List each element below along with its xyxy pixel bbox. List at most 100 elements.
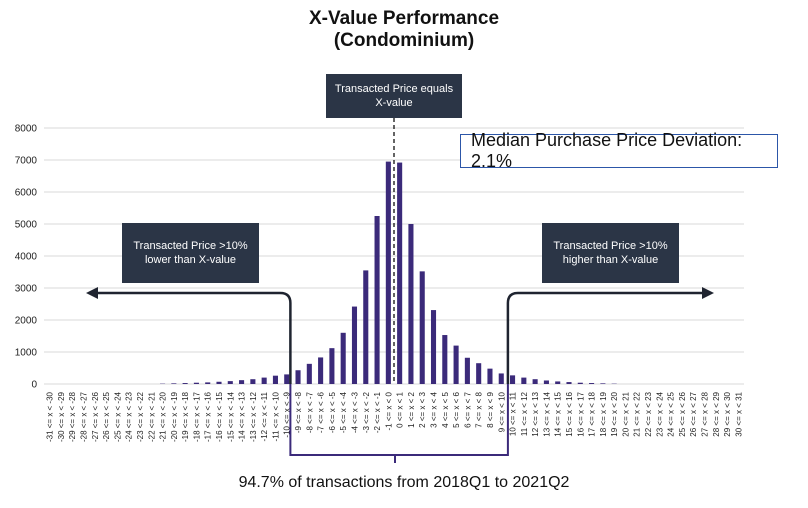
x-tick-label: 29 <= x < 30 bbox=[723, 391, 732, 436]
x-tick-label: 17 <= x < 18 bbox=[588, 391, 597, 436]
right-arrow bbox=[506, 291, 704, 384]
x-tick-label: -4 <= x < -3 bbox=[350, 391, 359, 433]
x-tick-label: 27 <= x < 28 bbox=[700, 391, 709, 436]
bar bbox=[205, 382, 211, 384]
x-tick-label: -24 <= x < -23 bbox=[125, 391, 134, 442]
x-tick-label: 26 <= x < 27 bbox=[689, 391, 698, 436]
bar bbox=[589, 383, 595, 384]
bar bbox=[408, 224, 414, 384]
x-tick-label: -9 <= x < -8 bbox=[294, 391, 303, 433]
x-tick-label: -26 <= x < -25 bbox=[102, 391, 111, 442]
x-tick-label: -29 <= x < -28 bbox=[68, 391, 77, 442]
left-arrow bbox=[96, 291, 292, 384]
x-tick-label: -23 <= x < -22 bbox=[136, 391, 145, 442]
bar bbox=[374, 216, 380, 384]
x-tick-label: 16 <= x < 17 bbox=[576, 391, 585, 436]
bar bbox=[239, 380, 245, 384]
y-tick-label: 6000 bbox=[15, 188, 38, 199]
x-tick-label: 2 <= x < 3 bbox=[418, 391, 427, 427]
x-tick-label: 19 <= x < 20 bbox=[610, 391, 619, 436]
bar bbox=[227, 381, 233, 384]
x-tick-label: 30 <= x < 31 bbox=[734, 391, 743, 436]
y-tick-label: 0 bbox=[31, 380, 37, 391]
x-tick-label: -2 <= x < -1 bbox=[373, 391, 382, 433]
x-tick-label: -14 <= x < -13 bbox=[238, 391, 247, 442]
bar bbox=[351, 306, 358, 384]
bar bbox=[363, 270, 369, 384]
chart-title-line2: (Condominium) bbox=[333, 30, 475, 51]
x-tick-label: -17 <= x < -16 bbox=[204, 391, 213, 442]
x-tick-label: 21 <= x < 22 bbox=[633, 391, 642, 436]
x-tick-label: 25 <= x < 26 bbox=[678, 391, 687, 436]
x-tick-label: 13 <= x < 14 bbox=[542, 391, 551, 436]
x-tick-label: -20 <= x < -19 bbox=[170, 391, 179, 442]
x-tick-label: 11 <= x < 12 bbox=[520, 391, 529, 436]
y-tick-label: 8000 bbox=[15, 124, 38, 135]
x-tick-label: 4 <= x < 5 bbox=[441, 391, 450, 427]
bar bbox=[532, 379, 538, 384]
bar bbox=[306, 363, 312, 384]
bar bbox=[171, 383, 177, 384]
x-tick-label: 15 <= x < 16 bbox=[565, 391, 574, 436]
x-tick-label: 12 <= x < 13 bbox=[531, 391, 540, 436]
x-tick-label: -31 <= x < -30 bbox=[46, 391, 55, 442]
bar bbox=[340, 332, 346, 384]
x-tick-label: -18 <= x < -17 bbox=[192, 391, 201, 442]
x-tick-label: 22 <= x < 23 bbox=[644, 391, 653, 436]
bar bbox=[498, 373, 504, 384]
y-tick-label: 5000 bbox=[15, 220, 38, 231]
bar bbox=[476, 363, 482, 384]
bar bbox=[521, 377, 527, 384]
x-tick-label: 10 <= x < 11 bbox=[509, 391, 518, 436]
x-axis-ticks: -31 <= x < -30 -30 <= x < -29 -29 <= x < -… bbox=[46, 391, 744, 442]
bar bbox=[385, 161, 391, 384]
bar bbox=[182, 383, 188, 384]
x-tick-label: 8 <= x < 9 bbox=[486, 391, 495, 427]
y-axis-ticks: 0 1000 2000 3000 4000 5000 6000 7000 8000 bbox=[15, 124, 38, 391]
bar bbox=[510, 375, 516, 384]
bars bbox=[160, 161, 617, 384]
bar bbox=[216, 381, 222, 384]
callout-lower: Transacted Price >10% lower than X-value bbox=[122, 223, 259, 283]
bar bbox=[555, 381, 561, 384]
left-arrowhead bbox=[86, 287, 98, 299]
x-tick-label: -30 <= x < -29 bbox=[57, 391, 66, 442]
x-tick-label: 24 <= x < 25 bbox=[667, 391, 676, 436]
bar bbox=[397, 162, 403, 384]
bar bbox=[442, 335, 448, 384]
bar bbox=[600, 383, 606, 384]
range-bracket bbox=[289, 384, 509, 456]
x-tick-label: 23 <= x < 24 bbox=[655, 391, 664, 436]
x-tick-label: -3 <= x < -2 bbox=[362, 391, 371, 433]
chart-title-line1: X-Value Performance bbox=[308, 8, 500, 29]
x-tick-label: 14 <= x < 15 bbox=[554, 391, 563, 436]
y-tick-label: 1000 bbox=[15, 348, 38, 359]
x-tick-label: -10 <= x < -9 bbox=[283, 391, 292, 437]
x-tick-label: 18 <= x < 19 bbox=[599, 391, 608, 436]
bar bbox=[272, 375, 278, 384]
bar bbox=[543, 380, 549, 384]
x-tick-label: 6 <= x < 7 bbox=[463, 391, 472, 427]
footer-note: 94.7% of transactions from 2018Q1 to 202… bbox=[238, 474, 570, 491]
x-tick-label: -12 <= x < -11 bbox=[260, 391, 269, 441]
x-tick-label: 5 <= x < 6 bbox=[452, 391, 461, 427]
y-tick-label: 4000 bbox=[15, 252, 38, 263]
x-tick-label: 28 <= x < 29 bbox=[712, 391, 721, 436]
bar bbox=[295, 370, 301, 384]
bar bbox=[453, 345, 459, 384]
callout-higher: Transacted Price >10% higher than X-valu… bbox=[542, 223, 679, 283]
x-tick-label: -7 <= x < -6 bbox=[317, 391, 326, 433]
x-tick-label: -19 <= x < -18 bbox=[181, 391, 190, 442]
bar bbox=[261, 377, 267, 384]
x-tick-label: -6 <= x < -5 bbox=[328, 391, 337, 433]
x-tick-label: -13 <= x < -12 bbox=[249, 391, 258, 442]
x-tick-label: -1 <= x < 0 bbox=[384, 391, 393, 430]
x-tick-label: -16 <= x < -15 bbox=[215, 391, 224, 442]
bar bbox=[464, 357, 470, 384]
bar bbox=[577, 382, 583, 384]
callout-equal: Transacted Price equals X-value bbox=[326, 74, 462, 118]
bar bbox=[193, 382, 199, 384]
x-tick-label: -22 <= x < -21 bbox=[147, 391, 156, 442]
bar bbox=[487, 368, 493, 384]
bar bbox=[430, 310, 437, 384]
